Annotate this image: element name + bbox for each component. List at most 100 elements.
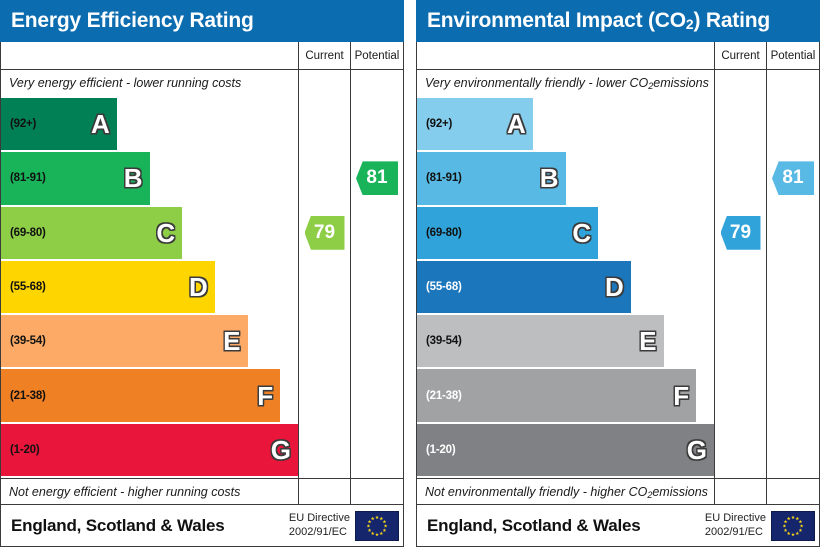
band-letter-E: E (223, 326, 241, 357)
bands-column: Very energy efficient - lower running co… (1, 42, 299, 504)
potential-column-header: Potential (351, 42, 403, 70)
band-row: (69-80) C (417, 206, 714, 259)
caption-bottom-suffix: emissions (652, 484, 708, 499)
value-row (715, 369, 766, 421)
potential-spacer-bottom (351, 478, 403, 504)
value-row (299, 315, 350, 367)
current-rating-arrow: 79 (720, 215, 761, 250)
band-F: (21-38) F (1, 369, 281, 422)
band-range-B: (81-91) (426, 172, 462, 185)
eu-directive-text: EU Directive 2002/91/EC (289, 512, 350, 539)
value-row (767, 98, 819, 150)
footer-region: England, Scotland & Wales (11, 515, 225, 535)
caption-bottom-text: Not environmentally friendly - higher CO (425, 484, 648, 499)
bands-column: Very environmentally friendly - lower CO… (417, 42, 715, 504)
eu-flag-icon (771, 510, 815, 541)
value-row (299, 369, 350, 421)
band-range-E: (39-54) (426, 335, 462, 348)
caption-top-suffix: emissions (653, 76, 709, 90)
band-row: (39-54) E (417, 315, 714, 368)
value-row (767, 315, 819, 367)
current-cells: 79 (715, 96, 766, 478)
band-range-C: (69-80) (10, 226, 46, 239)
footer-environmental-impact: England, Scotland & Wales EU Directive 200… (416, 505, 820, 547)
subscript-2: 2 (647, 489, 653, 500)
chart-energy-efficiency: Energy Efficiency Rating Very energy effi… (0, 0, 404, 547)
value-row (767, 207, 819, 259)
current-spacer-bottom (299, 478, 350, 504)
band-range-B: (81-91) (10, 172, 46, 185)
value-row (299, 98, 350, 150)
band-range-G: (1-20) (426, 443, 456, 456)
eu-directive: EU Directive 2002/91/EC (705, 510, 815, 541)
eu-directive-line2: 2002/91/EC (288, 525, 347, 538)
subscript-2: 2 (648, 81, 654, 91)
value-row: 81 (767, 152, 819, 204)
caption-top: Very energy efficient - lower running co… (9, 76, 242, 90)
value-row (351, 315, 403, 367)
chart-title-text: Environmental Impact (CO (427, 9, 686, 32)
eu-directive-line2: 2002/91/EC (704, 525, 763, 538)
band-letter-D: D (605, 271, 624, 302)
band-letter-A: A (91, 109, 110, 140)
band-B: (81-91) B (417, 152, 566, 205)
band-E: (39-54) E (417, 315, 664, 368)
chart-title-energy-efficiency: Energy Efficiency Rating (0, 0, 404, 42)
value-row (715, 152, 766, 204)
potential-rating-arrow: 81 (356, 161, 398, 196)
band-letter-A: A (507, 109, 526, 140)
band-row: (92+) A (1, 98, 298, 151)
band-range-D: (55-68) (426, 280, 462, 293)
chart-grid-environmental-impact: Very environmentally friendly - lower CO… (416, 42, 820, 505)
band-row: (21-38) F (1, 369, 298, 422)
eu-directive-line1: EU Directive (704, 512, 766, 525)
band-letter-E: E (639, 326, 657, 357)
band-range-A: (92+) (10, 118, 37, 131)
band-row: (81-91) B (417, 152, 714, 205)
value-row (351, 98, 403, 150)
band-letter-G: G (270, 434, 291, 465)
value-row (767, 261, 819, 313)
potential-spacer-top (351, 70, 403, 96)
value-row (299, 152, 350, 204)
value-row (351, 369, 403, 421)
eu-directive-text: EU Directive 2002/91/EC (705, 512, 766, 539)
value-row (715, 261, 766, 313)
potential-column-header: Potential (767, 42, 819, 70)
band-letter-F: F (673, 380, 690, 411)
chart-environmental-impact: Environmental Impact (CO 2) Rating Very en… (416, 0, 820, 547)
potential-column: Potential 81 (767, 42, 819, 504)
value-row (351, 261, 403, 313)
chart-title-environmental-impact: Environmental Impact (CO 2) Rating (416, 0, 820, 42)
value-row (351, 207, 403, 259)
current-column-header: Current (715, 42, 766, 70)
potential-spacer-bottom (767, 478, 819, 504)
eu-flag-icon (355, 510, 399, 541)
band-letter-B: B (539, 163, 559, 194)
band-row: (21-38) F (417, 369, 714, 422)
value-row (351, 424, 403, 476)
band-list: (92+) A (81-91) B (69-80) C (55-68) D (39-54) E (2… (1, 96, 298, 478)
band-letter-C: C (572, 217, 592, 248)
chart-grid-energy-efficiency: Very energy efficient - lower running co… (0, 42, 404, 505)
current-column: Current 79 (299, 42, 351, 504)
value-row (715, 98, 766, 150)
band-letter-C: C (156, 217, 176, 248)
band-row: (55-68) D (1, 260, 298, 314)
caption-top: Very environmentally friendly - lower CO… (417, 70, 714, 96)
potential-spacer-top (767, 70, 819, 96)
band-row: (81-91) B (1, 152, 298, 205)
value-row (299, 261, 350, 313)
bands-column-header (1, 42, 298, 70)
footer-energy-efficiency: England, Scotland & Wales EU Directive 200… (0, 505, 404, 547)
band-B: (81-91) B (1, 152, 150, 205)
band-F: (21-38) F (417, 369, 697, 422)
current-spacer-bottom (715, 478, 766, 504)
current-column: Current 79 (715, 42, 767, 504)
eu-directive: EU Directive 2002/91/EC (289, 510, 399, 541)
subscript-2: 2 (685, 16, 694, 32)
current-spacer-top (299, 70, 350, 96)
eu-directive-line1: EU Directive (288, 512, 350, 525)
caption-bottom: Not energy efficient - higher running co… (1, 478, 298, 504)
value-row: 79 (299, 207, 350, 259)
